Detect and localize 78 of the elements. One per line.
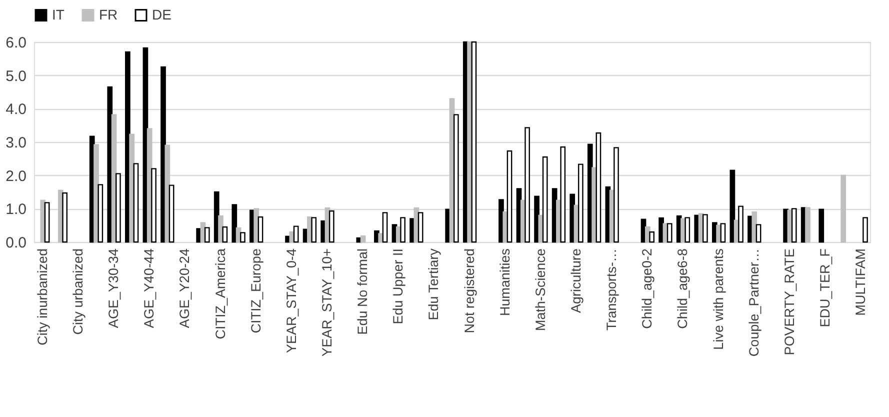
y-tick-label: 6.0 [6,34,26,52]
bar [534,196,540,243]
bar [360,235,366,243]
x-tick-label: Agriculture [568,248,584,314]
legend-label: FR [99,6,118,22]
x-tick-label: Math-Science [532,248,548,332]
y-tick-label: 3.0 [6,134,26,152]
bar [98,184,104,243]
x-tick-label: Not registered [462,248,477,334]
bar [791,208,797,243]
y-tick-label: 4.0 [6,101,26,118]
bar [240,232,246,243]
bar [720,223,726,243]
x-tick-label: YEAR_STAY_10+ [319,248,334,356]
bar [506,150,512,243]
bar [328,210,334,243]
x-tick-label: Humanities [497,248,512,316]
bar [133,163,139,243]
bar [418,212,424,243]
bar [578,164,584,243]
x-tick-label: CITIZ_Europe [248,248,264,334]
bar [258,216,264,243]
bar [151,168,156,243]
bar [840,174,846,243]
x-tick-label: POVERTY_RATE [782,248,797,356]
x-tick-label: EDU_TER_F [818,248,833,328]
bar [129,134,135,243]
y-tick-label: 5.0 [6,68,26,85]
bar [232,204,238,243]
bar [542,156,548,243]
x-tick-label: MULTIFAM [853,248,868,316]
bar [44,202,50,243]
x-tick-label: AGE_Y20-24 [177,248,192,328]
bar [596,132,602,243]
y-tick-label: 0.0 [6,234,26,252]
bar [614,147,619,243]
bar [752,211,758,243]
bar [649,231,654,243]
bar [471,41,477,243]
bar [222,226,228,243]
x-tick-label: Edu No formal [355,248,370,335]
x-tick-label: City urbanized [70,248,86,335]
x-tick-label: Couple_Partner… [746,248,762,357]
x-tick-label: Live with parents [710,248,726,350]
bar [62,192,68,243]
bar [400,217,406,243]
bar [862,217,868,243]
bar [684,217,690,243]
x-tick-label: Child_age6-8 [675,248,690,329]
bar [204,227,210,243]
bar [524,127,530,243]
bar [311,217,317,243]
legend-label: IT [52,6,65,22]
bar [702,214,708,243]
bar [818,208,824,243]
bar [168,184,174,243]
y-tick-label: 2.0 [6,168,26,185]
bar [382,212,388,243]
x-tick-label: YEAR_STAY_0-4 [284,248,299,354]
x-tick-label: Child_age0-2 [640,248,655,329]
x-tick-label: Transports-… [604,248,620,331]
x-tick-label: AGE_Y30-34 [106,248,122,328]
x-tick-label: Edu Upper II [390,248,406,324]
bar [164,144,170,243]
bar [805,207,810,243]
y-tick-label: 1.0 [6,201,26,218]
bar [756,224,762,243]
bar [293,226,299,243]
x-tick-label: CITIZ_America [212,248,228,340]
x-tick-label: City inurbanized [34,248,50,346]
bar [666,223,672,243]
x-tick-label: Edu Tertiary [426,248,442,320]
bar [116,173,121,243]
x-tick-label: AGE_Y40-44 [142,248,157,328]
bar [738,206,744,243]
bar [560,146,566,243]
legend-label: DE [152,6,172,22]
bar [453,114,459,243]
